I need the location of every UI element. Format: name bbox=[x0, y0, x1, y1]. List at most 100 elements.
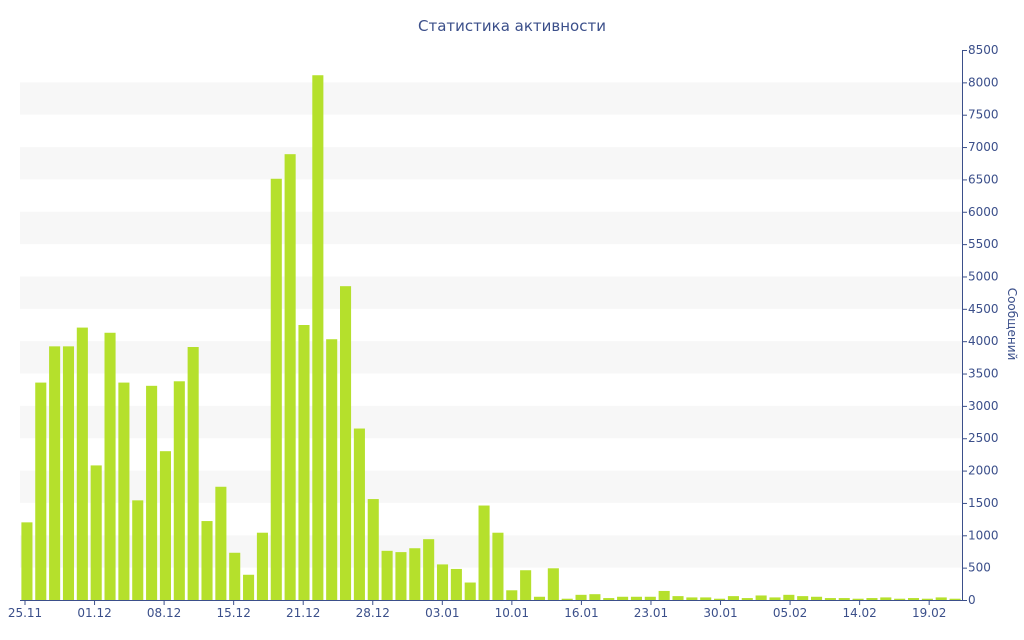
bar bbox=[686, 597, 698, 600]
bar bbox=[838, 598, 850, 600]
x-tick-label: 10.01 bbox=[495, 606, 529, 620]
bar bbox=[824, 598, 836, 600]
bar bbox=[256, 532, 268, 600]
bar bbox=[173, 381, 185, 600]
y-tick-label: 4000 bbox=[968, 334, 999, 348]
y-tick-label: 8500 bbox=[968, 43, 999, 57]
x-tick-label: 23.01 bbox=[634, 606, 668, 620]
bar bbox=[949, 598, 961, 600]
grid-band bbox=[20, 82, 962, 115]
bars bbox=[21, 75, 961, 601]
x-tick-label: 21.12 bbox=[286, 606, 320, 620]
bar bbox=[533, 596, 546, 600]
bar bbox=[450, 568, 462, 600]
bar bbox=[284, 154, 296, 600]
bar bbox=[492, 532, 504, 600]
x-tick-label: 05.02 bbox=[773, 606, 807, 620]
bar bbox=[520, 570, 532, 600]
bar bbox=[187, 347, 199, 600]
bar bbox=[672, 596, 684, 600]
bar bbox=[617, 596, 629, 600]
bar bbox=[894, 598, 906, 600]
chart-title: Статистика активности bbox=[418, 17, 606, 35]
x-tick-label: 19.02 bbox=[912, 606, 946, 620]
bar bbox=[811, 596, 823, 600]
bar bbox=[201, 521, 213, 600]
bar bbox=[852, 598, 864, 600]
y-tick-label: 0 bbox=[968, 593, 976, 607]
bar bbox=[921, 598, 933, 600]
y-tick-label: 2000 bbox=[968, 464, 999, 478]
bar bbox=[575, 594, 587, 600]
x-tick-label: 14.02 bbox=[842, 606, 876, 620]
bar bbox=[644, 596, 656, 600]
y-tick-label: 5000 bbox=[968, 269, 999, 283]
bar bbox=[700, 597, 712, 600]
bar bbox=[423, 539, 435, 600]
y-tick-label: 4500 bbox=[968, 302, 999, 316]
bar bbox=[118, 382, 130, 600]
y-axis-label: Сообщений bbox=[1005, 288, 1019, 361]
bar bbox=[353, 428, 365, 600]
bar bbox=[215, 486, 227, 600]
bar bbox=[797, 596, 809, 600]
bar bbox=[589, 594, 601, 600]
bar bbox=[132, 500, 144, 600]
grid-band bbox=[20, 276, 962, 309]
bar bbox=[603, 598, 615, 600]
bar bbox=[326, 339, 338, 600]
y-tick-label: 1000 bbox=[968, 528, 999, 542]
bar bbox=[880, 597, 892, 600]
bar bbox=[90, 465, 102, 600]
bar bbox=[866, 598, 878, 600]
bar bbox=[270, 178, 282, 600]
bar bbox=[478, 505, 490, 600]
y-tick-label: 6000 bbox=[968, 205, 999, 219]
x-tick-label: 01.12 bbox=[77, 606, 111, 620]
bar bbox=[741, 598, 753, 600]
bar bbox=[229, 552, 241, 600]
y-tick-label: 6500 bbox=[968, 172, 999, 186]
grid-band bbox=[20, 147, 962, 180]
y-tick-label: 2500 bbox=[968, 431, 999, 445]
bar bbox=[395, 552, 407, 600]
y-tick-label: 1500 bbox=[968, 496, 999, 510]
bar bbox=[630, 596, 642, 600]
y-tick-label: 7000 bbox=[968, 140, 999, 154]
x-tick-label: 28.12 bbox=[356, 606, 390, 620]
bar bbox=[21, 522, 33, 600]
axes bbox=[20, 50, 963, 601]
bar bbox=[298, 325, 310, 600]
x-tick-label: 25.11 bbox=[8, 606, 42, 620]
bar bbox=[547, 568, 559, 600]
grid-band bbox=[20, 341, 962, 374]
y-tick-label: 7500 bbox=[968, 108, 999, 122]
bar bbox=[409, 548, 421, 600]
y-tick-label: 3000 bbox=[968, 399, 999, 413]
bar bbox=[714, 598, 726, 600]
bar bbox=[658, 590, 670, 600]
bar bbox=[49, 346, 61, 600]
bar bbox=[755, 595, 767, 600]
bar bbox=[312, 75, 324, 601]
grid-band bbox=[20, 405, 962, 439]
bar bbox=[561, 598, 573, 600]
bar bbox=[340, 286, 352, 600]
x-tick-label: 16.01 bbox=[564, 606, 598, 620]
x-axis-ticks: 25.11 01.12 08.12 15.12 21.12 28.12 03.01 10.01… bbox=[8, 600, 946, 620]
x-tick-label: 30.01 bbox=[703, 606, 737, 620]
grid-band bbox=[20, 211, 962, 245]
bar bbox=[159, 451, 171, 600]
y-tick-label: 8000 bbox=[968, 75, 999, 89]
bar bbox=[243, 574, 255, 600]
x-tick-label: 15.12 bbox=[216, 606, 250, 620]
bar bbox=[436, 564, 449, 600]
bar bbox=[146, 385, 158, 600]
y-tick-label: 3500 bbox=[968, 367, 999, 381]
y-tick-label: 5500 bbox=[968, 237, 999, 251]
bar bbox=[783, 594, 795, 600]
y-axis-ticks: 0 500 1000 1500 2000 2500 3000 3500 4000 4500 5000… bbox=[962, 43, 999, 607]
bar bbox=[506, 590, 518, 600]
bar bbox=[381, 550, 393, 600]
